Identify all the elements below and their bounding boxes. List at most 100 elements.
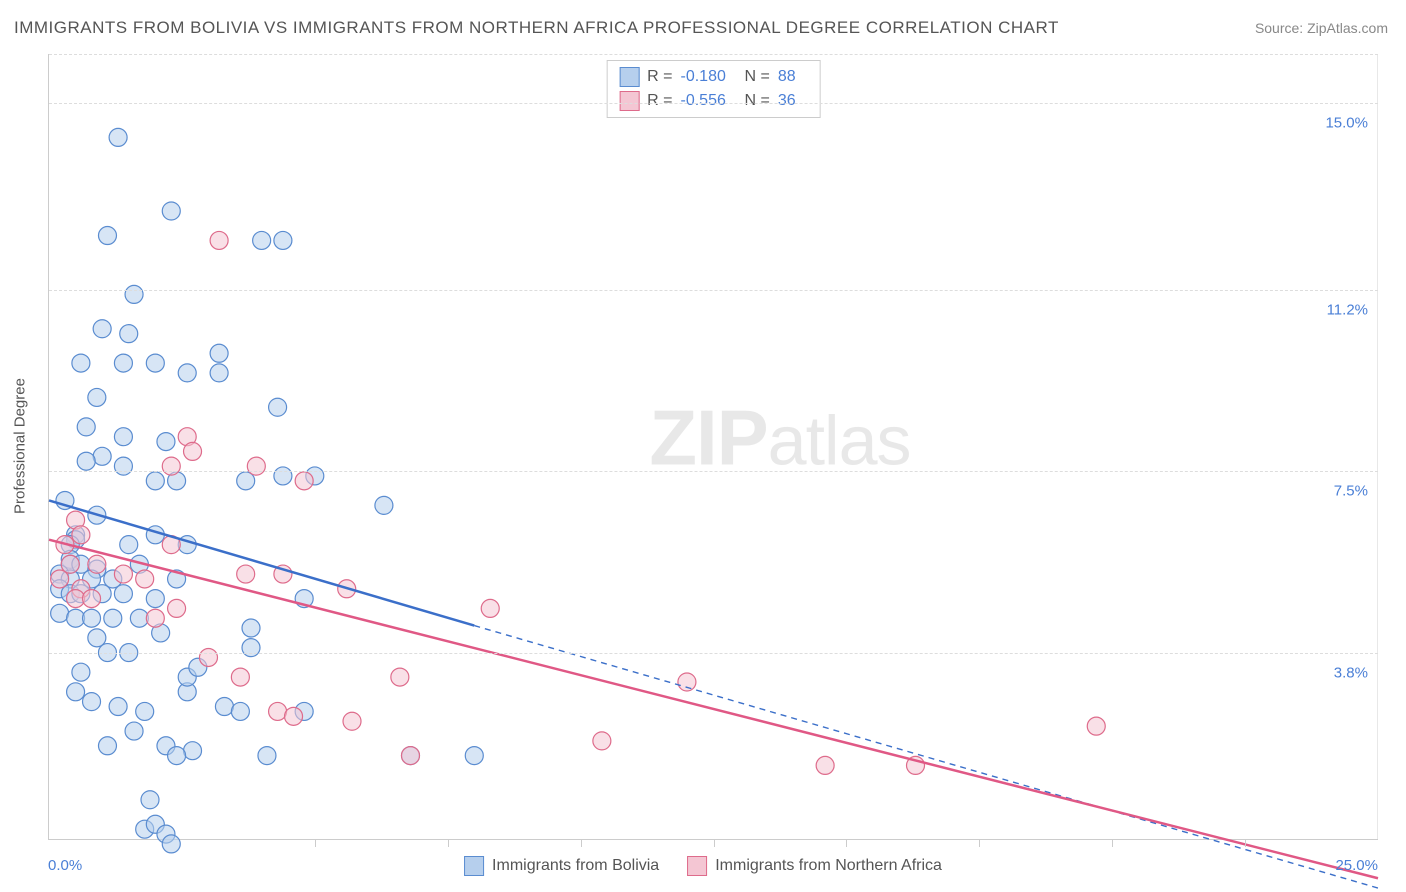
scatter-point (114, 428, 132, 446)
scatter-point (253, 231, 271, 249)
stat-r-label: R = (647, 89, 672, 113)
scatter-point (88, 388, 106, 406)
scatter-point (215, 698, 233, 716)
scatter-point (295, 472, 313, 490)
legend-item: Immigrants from Northern Africa (687, 856, 942, 876)
scatter-point (72, 354, 90, 372)
scatter-point (210, 364, 228, 382)
scatter-point (136, 702, 154, 720)
scatter-point (120, 325, 138, 343)
scatter-point (242, 639, 260, 657)
scatter-point (67, 683, 85, 701)
y-tick-label: 7.5% (1334, 483, 1368, 500)
legend-stats-box: R = -0.180 N = 88 R = -0.556 N = 36 (606, 60, 821, 118)
scatter-point (178, 364, 196, 382)
chart-svg (49, 54, 1378, 839)
scatter-point (816, 756, 834, 774)
scatter-point (98, 227, 116, 245)
scatter-point (77, 452, 95, 470)
scatter-point (72, 663, 90, 681)
scatter-point (146, 590, 164, 608)
legend-swatch (619, 67, 639, 87)
scatter-point (199, 648, 217, 666)
scatter-point (231, 668, 249, 686)
scatter-point (114, 585, 132, 603)
plot-area: ZIPatlas R = -0.180 N = 88 R = -0.556 N … (48, 54, 1378, 840)
scatter-point (465, 747, 483, 765)
stat-n-label: N = (745, 89, 770, 113)
stat-r-value: -0.180 (681, 65, 737, 89)
scatter-point (375, 496, 393, 514)
scatter-point (162, 202, 180, 220)
scatter-point (72, 526, 90, 544)
scatter-point (593, 732, 611, 750)
y-tick-label: 11.2% (1327, 301, 1368, 318)
scatter-point (210, 344, 228, 362)
scatter-point (247, 457, 265, 475)
scatter-point (51, 604, 69, 622)
scatter-point (184, 442, 202, 460)
scatter-point (114, 457, 132, 475)
scatter-point (83, 693, 101, 711)
scatter-point (162, 457, 180, 475)
legend-bottom: Immigrants from Bolivia Immigrants from … (464, 856, 942, 876)
scatter-point (146, 472, 164, 490)
stat-r-value: -0.556 (681, 89, 737, 113)
scatter-point (109, 128, 127, 146)
scatter-point (77, 418, 95, 436)
scatter-point (88, 555, 106, 573)
legend-label: Immigrants from Bolivia (492, 857, 659, 875)
scatter-point (269, 398, 287, 416)
scatter-point (343, 712, 361, 730)
scatter-point (168, 599, 186, 617)
scatter-point (258, 747, 276, 765)
scatter-point (274, 231, 292, 249)
scatter-point (93, 447, 111, 465)
legend-label: Immigrants from Northern Africa (715, 857, 942, 875)
scatter-point (146, 609, 164, 627)
scatter-point (136, 570, 154, 588)
scatter-point (678, 673, 696, 691)
trend-line (49, 500, 474, 625)
scatter-point (67, 590, 85, 608)
scatter-point (125, 285, 143, 303)
scatter-point (51, 570, 69, 588)
scatter-point (210, 231, 228, 249)
scatter-point (237, 565, 255, 583)
x-axis-max-label: 25.0% (1335, 857, 1378, 874)
chart-title: IMMIGRANTS FROM BOLIVIA VS IMMIGRANTS FR… (14, 18, 1059, 38)
scatter-point (83, 590, 101, 608)
y-tick-label: 15.0% (1325, 115, 1368, 132)
scatter-point (104, 609, 122, 627)
legend-swatch (619, 91, 639, 111)
legend-stats-row: R = -0.556 N = 36 (619, 89, 808, 113)
scatter-point (141, 791, 159, 809)
scatter-point (98, 737, 116, 755)
stat-n-label: N = (745, 65, 770, 89)
scatter-point (184, 742, 202, 760)
stat-n-value: 88 (778, 65, 808, 89)
scatter-point (274, 467, 292, 485)
scatter-point (125, 722, 143, 740)
scatter-point (120, 536, 138, 554)
legend-stats-row: R = -0.180 N = 88 (619, 65, 808, 89)
scatter-point (391, 668, 409, 686)
scatter-point (168, 747, 186, 765)
scatter-point (114, 354, 132, 372)
scatter-point (109, 698, 127, 716)
scatter-point (1087, 717, 1105, 735)
stat-n-value: 36 (778, 89, 808, 113)
scatter-point (481, 599, 499, 617)
source-attribution: Source: ZipAtlas.com (1255, 20, 1388, 36)
scatter-point (285, 707, 303, 725)
y-axis-title: Professional Degree (12, 378, 29, 514)
scatter-point (114, 565, 132, 583)
scatter-point (242, 619, 260, 637)
scatter-point (401, 747, 419, 765)
stat-r-label: R = (647, 65, 672, 89)
scatter-point (231, 702, 249, 720)
scatter-point (162, 835, 180, 853)
scatter-point (130, 609, 148, 627)
trend-line (474, 626, 1378, 888)
y-tick-label: 3.8% (1334, 664, 1368, 681)
